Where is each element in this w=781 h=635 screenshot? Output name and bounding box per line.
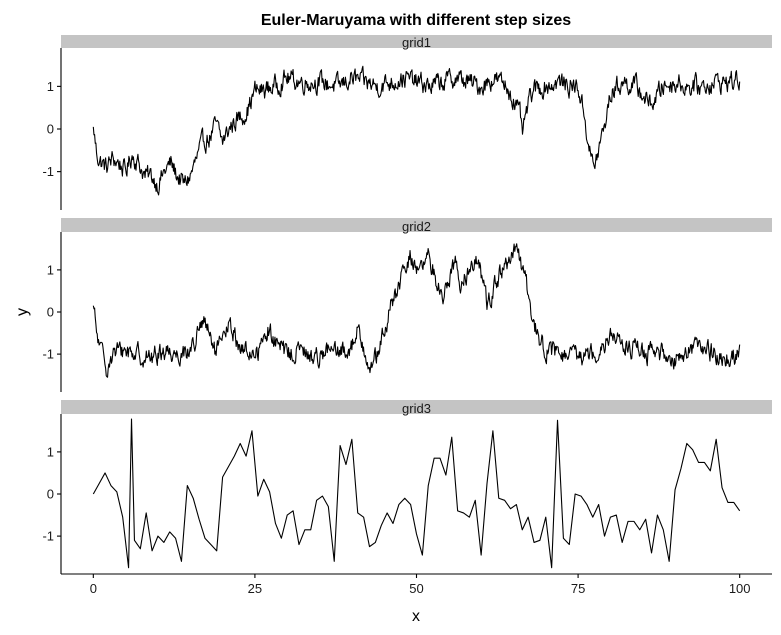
facet-strip [61, 218, 772, 232]
facet-grid2: grid2 -1 0 1 [42, 218, 772, 392]
facet-strip [61, 400, 772, 414]
facet-strip [61, 35, 772, 48]
y-tick-label: 1 [47, 262, 54, 277]
y-tick-label: -1 [42, 164, 54, 179]
x-axis-title: x [412, 608, 420, 625]
x-tick-label: 100 [729, 581, 751, 596]
y-tick-label: 0 [47, 122, 54, 137]
facet-strip-label: grid3 [402, 401, 431, 416]
y-axis-title: y [14, 308, 31, 316]
x-tick-label: 75 [571, 581, 585, 596]
facet-grid3: grid3 -1 0 1 [42, 400, 772, 574]
x-tick-label: 50 [409, 581, 423, 596]
y-tick-label: 1 [47, 444, 54, 459]
facet-strip-label: grid1 [402, 35, 431, 50]
facet-grid1: grid1 -1 0 1 [42, 35, 772, 210]
y-tick-label: 0 [47, 487, 54, 502]
x-tick-label: 0 [90, 581, 97, 596]
facet-panels: grid1 -1 0 1 grid2 -1 0 1 grid3 -1 0 1 [42, 35, 772, 574]
x-axis: 0 25 50 75 100 [61, 573, 772, 596]
series-line-grid3 [92, 418, 741, 569]
series-line-grid2 [92, 243, 741, 378]
x-tick-label: 25 [248, 581, 262, 596]
chart-title: Euler-Maruyama with different step sizes [261, 12, 571, 29]
y-tick-label: -1 [42, 347, 54, 362]
y-tick-label: 1 [47, 79, 54, 94]
series-line-grid1 [92, 65, 741, 196]
y-tick-label: -1 [42, 529, 54, 544]
facet-strip-label: grid2 [402, 219, 431, 234]
y-tick-label: 0 [47, 305, 54, 320]
